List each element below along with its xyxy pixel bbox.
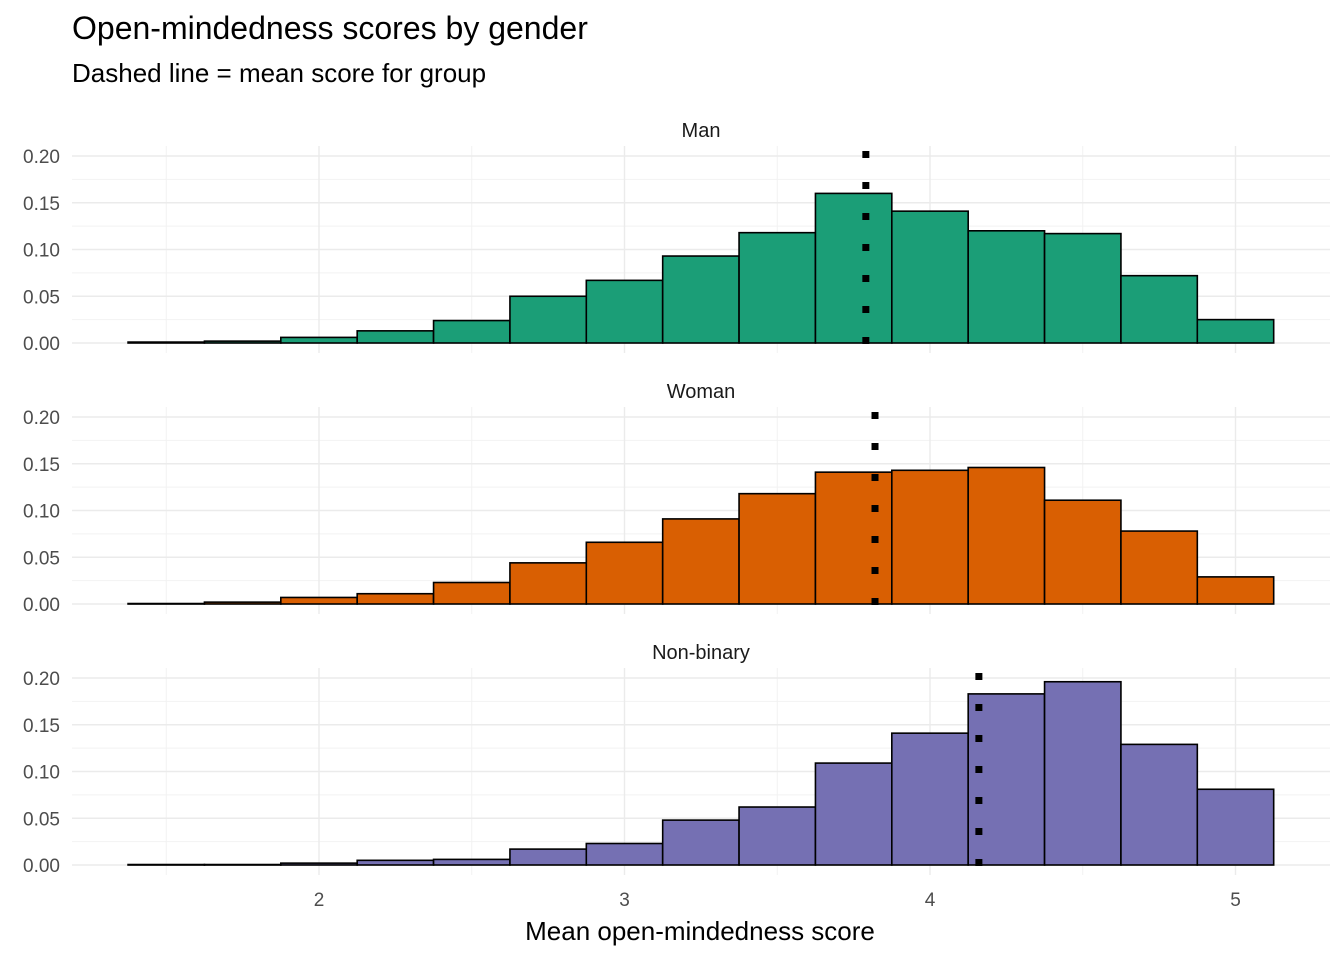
facet-panel-man: 0.00 0.05 0.10 0.15 0.20 Man	[23, 120, 1330, 355]
histogram-bar	[432, 858, 511, 866]
chart-title: Open-mindedness scores by gender	[72, 10, 588, 46]
y-tick-label: 0.00	[23, 856, 60, 877]
x-tick-label: 5	[1230, 890, 1241, 911]
x-tick-label: 2	[314, 890, 325, 911]
histogram-bar	[661, 518, 740, 605]
y-tick-label: 0.20	[23, 147, 60, 168]
chart-subtitle: Dashed line = mean score for group	[72, 58, 487, 88]
histogram-bar	[661, 255, 740, 344]
facet-panel-non-binary: 0.00 0.05 0.10 0.15 0.20 Non-binary	[23, 642, 1330, 877]
y-tick-label: 0.05	[23, 287, 60, 308]
facet-panel-woman: 0.00 0.05 0.10 0.15 0.20 Woman	[23, 381, 1330, 616]
histogram-bar	[127, 863, 206, 866]
histogram-bar	[585, 842, 664, 866]
y-tick-label: 0.10	[23, 241, 60, 262]
x-axis-title: Mean open-mindedness score	[525, 916, 875, 946]
x-tick-label: 3	[619, 890, 630, 911]
histogram-bar	[738, 492, 817, 605]
histogram-bar	[661, 819, 740, 866]
histogram-bar	[203, 601, 282, 605]
histogram-bar	[891, 469, 969, 605]
histogram-bar	[432, 581, 511, 605]
histogram-bar	[585, 279, 664, 344]
y-tick-label: 0.05	[23, 548, 60, 569]
histogram-bar	[814, 192, 893, 344]
histogram-bar	[967, 466, 1046, 605]
y-tick-label: 0.00	[23, 334, 60, 355]
histogram-bar	[967, 230, 1046, 344]
x-tick-label: 4	[925, 890, 936, 911]
y-tick-label: 0.05	[23, 809, 60, 830]
histogram-bar	[1120, 274, 1199, 344]
y-tick-label: 0.10	[23, 763, 60, 784]
histogram-bar	[891, 732, 969, 866]
histogram-bar	[203, 340, 282, 344]
histogram-bar	[127, 602, 206, 605]
facet-strip-label: Woman	[667, 381, 736, 403]
histogram-bar	[203, 863, 282, 866]
y-tick-label: 0.15	[23, 716, 60, 737]
histogram-bar	[814, 471, 893, 605]
histogram-bar	[1196, 318, 1275, 344]
histogram-bar	[814, 762, 893, 866]
histogram-bar	[356, 859, 435, 866]
histogram-bar	[280, 862, 358, 866]
histogram-bar	[1043, 680, 1122, 866]
histogram-bar	[738, 231, 817, 344]
y-tick-label: 0.20	[23, 408, 60, 429]
histogram-bar	[1196, 788, 1275, 866]
histogram-bar	[585, 541, 664, 605]
histogram-bar	[1120, 743, 1199, 866]
histogram-bar	[509, 295, 588, 344]
histogram-bar	[127, 341, 206, 344]
y-tick-label: 0.15	[23, 455, 60, 476]
y-tick-label: 0.20	[23, 669, 60, 690]
histogram-bar	[1043, 499, 1122, 605]
histogram-bar	[432, 319, 511, 344]
histogram-bar	[509, 848, 588, 866]
histogram-bar	[280, 336, 358, 344]
histogram-bar	[356, 592, 435, 605]
y-tick-label: 0.00	[23, 595, 60, 616]
y-tick-label: 0.10	[23, 502, 60, 523]
histogram-bar	[967, 693, 1046, 866]
facet-strip-label: Non-binary	[652, 642, 750, 664]
histogram-bar	[738, 806, 817, 866]
histogram-bar	[891, 210, 969, 344]
histogram-bar	[280, 596, 358, 605]
histogram-bar	[356, 330, 435, 344]
histogram-bar	[1120, 530, 1199, 605]
facet-strip-label: Man	[682, 120, 721, 142]
histogram-bar	[1043, 232, 1122, 344]
y-tick-label: 0.15	[23, 194, 60, 215]
histogram-bar	[1196, 576, 1275, 605]
histogram-bar	[509, 562, 588, 605]
